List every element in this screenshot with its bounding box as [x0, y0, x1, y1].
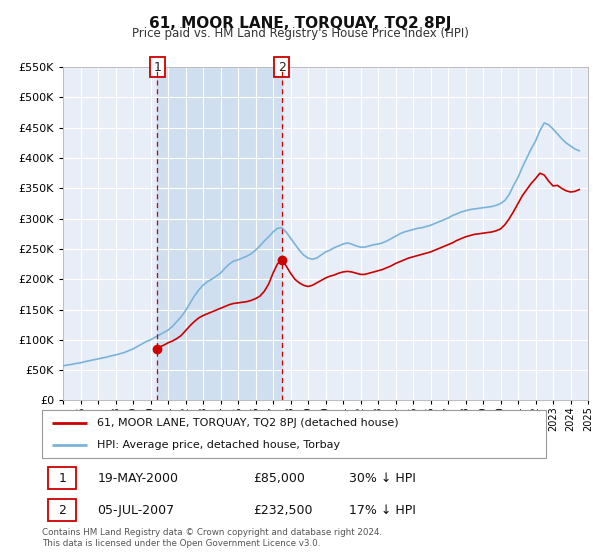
Text: Price paid vs. HM Land Registry's House Price Index (HPI): Price paid vs. HM Land Registry's House …	[131, 27, 469, 40]
Bar	[157, 67, 282, 400]
Text: HPI: Average price, detached house, Torbay: HPI: Average price, detached house, Torb…	[97, 440, 341, 450]
Bar	[49, 499, 76, 521]
Text: 61, MOOR LANE, TORQUAY, TQ2 8PJ: 61, MOOR LANE, TORQUAY, TQ2 8PJ	[149, 16, 451, 31]
Text: 2: 2	[278, 60, 286, 74]
Text: 19-MAY-2000: 19-MAY-2000	[97, 472, 178, 485]
Text: 1: 1	[153, 60, 161, 74]
Text: 2: 2	[58, 503, 66, 516]
Text: 17% ↓ HPI: 17% ↓ HPI	[349, 503, 416, 516]
Text: £232,500: £232,500	[254, 503, 313, 516]
Text: 05-JUL-2007: 05-JUL-2007	[97, 503, 175, 516]
Text: £85,000: £85,000	[254, 472, 305, 485]
Bar	[49, 467, 76, 489]
Text: 1: 1	[58, 472, 66, 485]
Text: Contains HM Land Registry data © Crown copyright and database right 2024.
This d: Contains HM Land Registry data © Crown c…	[42, 528, 382, 548]
Text: 61, MOOR LANE, TORQUAY, TQ2 8PJ (detached house): 61, MOOR LANE, TORQUAY, TQ2 8PJ (detache…	[97, 418, 399, 428]
Text: 30% ↓ HPI: 30% ↓ HPI	[349, 472, 416, 485]
